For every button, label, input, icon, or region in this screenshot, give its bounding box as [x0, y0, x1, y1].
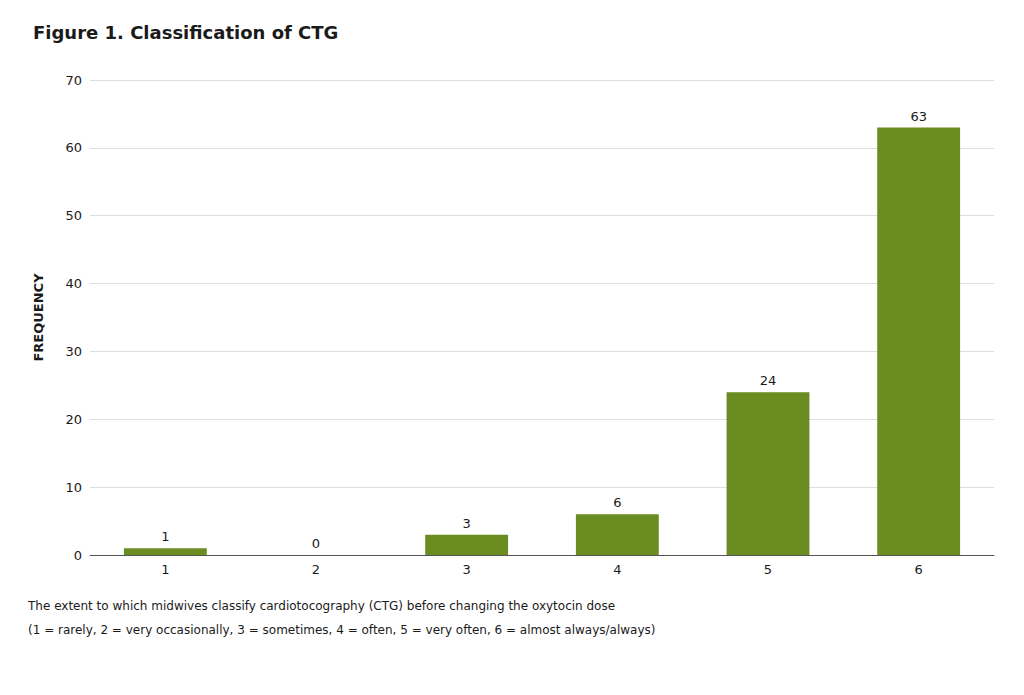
svg-text:6: 6 [613, 495, 621, 510]
svg-text:60: 60 [65, 140, 82, 155]
svg-text:0: 0 [312, 536, 320, 551]
svg-text:0: 0 [74, 548, 82, 563]
svg-text:10: 10 [65, 480, 82, 495]
svg-text:2: 2 [312, 562, 320, 577]
svg-text:20: 20 [65, 412, 82, 427]
svg-text:6: 6 [915, 562, 923, 577]
svg-text:FREQUENCY: FREQUENCY [31, 273, 46, 362]
svg-text:63: 63 [910, 109, 927, 124]
svg-text:70: 70 [65, 73, 82, 88]
svg-text:5: 5 [764, 562, 772, 577]
svg-text:3: 3 [463, 562, 471, 577]
svg-text:1: 1 [161, 529, 169, 544]
svg-text:30: 30 [65, 344, 82, 359]
svg-text:4: 4 [613, 562, 621, 577]
svg-text:24: 24 [760, 373, 777, 388]
svg-text:Figure 1. Classification of CT: Figure 1. Classification of CTG [33, 22, 338, 43]
svg-text:40: 40 [65, 276, 82, 291]
svg-text:1: 1 [161, 562, 169, 577]
svg-text:50: 50 [65, 208, 82, 223]
svg-text:(1 = rarely, 2 = very occasion: (1 = rarely, 2 = very occasionally, 3 = … [28, 623, 656, 637]
svg-text:3: 3 [463, 516, 471, 531]
svg-text:The extent to which midwives c: The extent to which midwives classify ca… [27, 599, 615, 613]
